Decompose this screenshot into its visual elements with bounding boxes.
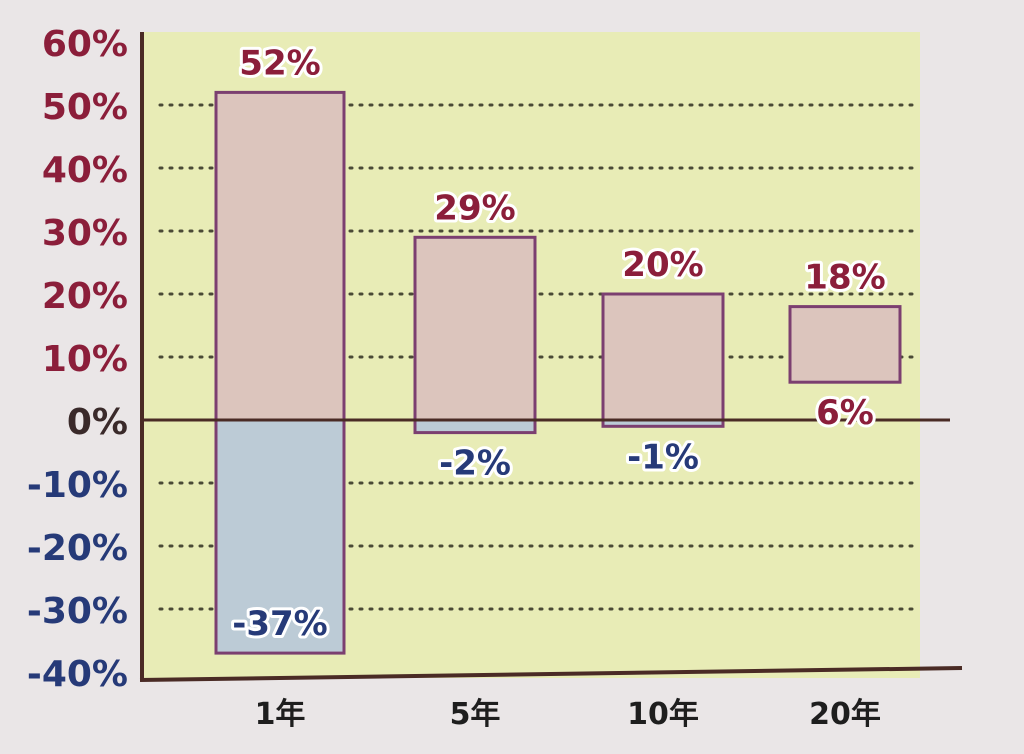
data-label: 20% bbox=[622, 245, 703, 285]
x-tick-labels: 1年 5年 10年 20年 bbox=[255, 697, 881, 732]
y-tick-label: -30% bbox=[27, 591, 128, 632]
y-tick-label: 50% bbox=[42, 87, 128, 128]
bar-outline bbox=[601, 292, 725, 428]
bar-negative-segment bbox=[415, 420, 535, 433]
data-label: -1% bbox=[627, 437, 699, 477]
bar-outline bbox=[214, 90, 346, 655]
x-tick-label: 20年 bbox=[809, 697, 881, 732]
y-tick-label: 10% bbox=[42, 339, 128, 380]
data-label: 52% bbox=[239, 43, 320, 83]
x-axis-line bbox=[139, 666, 963, 682]
x-tick-label: 10年 bbox=[627, 697, 699, 732]
y-tick-label: -20% bbox=[27, 528, 128, 569]
x-tick-label: 5年 bbox=[450, 697, 501, 732]
bar-negative-segment bbox=[216, 420, 344, 654]
y-tick-label: 0% bbox=[67, 402, 128, 443]
y-tick-label: 30% bbox=[42, 213, 128, 254]
y-tick-label: 60% bbox=[42, 24, 128, 65]
bar-outline bbox=[788, 305, 902, 384]
y-tick-labels: 60% 50% 40% 30% 20% 10% 0% -10% -20% -30% -40% bbox=[27, 24, 128, 695]
data-labels: 52% -37% 29% -2% 20% -1% 18% 6% bbox=[229, 40, 888, 647]
data-label: 29% bbox=[434, 188, 515, 228]
bar-positive-segment bbox=[415, 237, 535, 420]
data-label: 6% bbox=[816, 393, 874, 433]
y-tick-label: 20% bbox=[42, 276, 128, 317]
y-tick-label: 40% bbox=[42, 150, 128, 191]
data-label: -2% bbox=[439, 444, 511, 484]
bar-positive-segment bbox=[603, 294, 723, 420]
bar-negative-segment bbox=[603, 420, 723, 427]
data-label: 18% bbox=[804, 258, 885, 298]
x-tick-label: 1年 bbox=[255, 697, 306, 732]
bar-outline bbox=[413, 235, 537, 435]
bar-positive-segment bbox=[790, 306, 900, 383]
bars bbox=[214, 90, 902, 655]
bar-positive-segment bbox=[216, 92, 344, 421]
y-tick-label: -10% bbox=[27, 465, 128, 506]
data-label: -37% bbox=[232, 604, 328, 644]
y-tick-label: -40% bbox=[27, 654, 128, 695]
